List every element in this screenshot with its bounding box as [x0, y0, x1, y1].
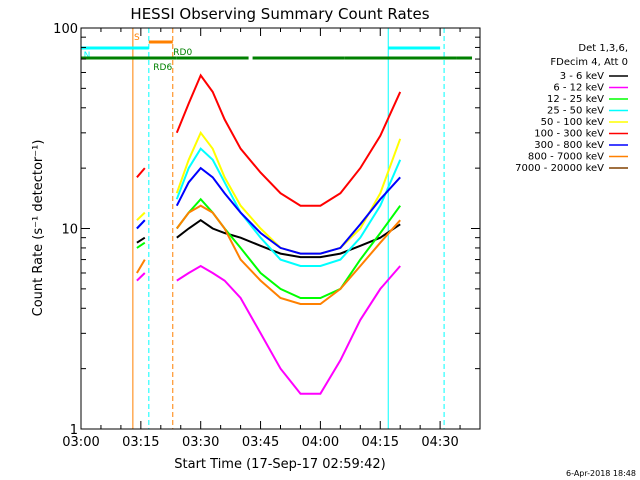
legend-header-1: FDecim 4, Att 0 — [550, 57, 628, 68]
legend-label-2: 12 - 25 keV — [547, 94, 604, 105]
flag-label-rd6: RD6 — [153, 63, 172, 73]
legend-label-3: 25 - 50 keV — [547, 106, 604, 117]
series-line-6 — [136, 166, 401, 255]
flag-label-n: N — [84, 51, 91, 61]
x-axis-label: Start Time (17-Sep-17 02:59:42) — [174, 457, 385, 472]
legend-header-0: Det 1,3,6, — [578, 43, 628, 54]
flag-label-s: S — [134, 33, 140, 43]
flag-label-rd0: RD0 — [173, 48, 192, 58]
y-tick-label-2: 100 — [53, 22, 78, 37]
x-tick-label-5: 04:15 — [362, 435, 399, 450]
x-tick-label-2: 03:30 — [182, 435, 219, 450]
y-tick-label-0: 1 — [70, 423, 78, 438]
legend-label-5: 100 - 300 keV — [534, 129, 604, 140]
x-tick-label-4: 04:00 — [302, 435, 339, 450]
legend-label-7: 800 - 7000 keV — [528, 152, 604, 163]
x-tick-label-0: 03:00 — [62, 435, 99, 450]
axes: 03:00 03:15 03:30 03:45 04:00 04:15 04:30 1 10 10… — [53, 22, 481, 450]
legend-label-0: 3 - 6 keV — [560, 71, 604, 82]
series-line-5 — [136, 73, 402, 207]
legend-label-4: 50 - 100 keV — [541, 117, 605, 128]
chart-title: HESSI Observing Summary Count Rates — [130, 5, 429, 23]
series-line-2 — [136, 197, 402, 299]
series-line-4 — [136, 130, 402, 255]
y-tick-label-1: 10 — [61, 223, 78, 238]
legend-label-6: 300 - 800 keV — [534, 140, 604, 151]
x-tick-label-3: 03:45 — [242, 435, 279, 450]
footer-timestamp: 6-Apr-2018 18:48 — [566, 469, 636, 478]
series-line-1 — [136, 264, 401, 395]
legend-label-8: 7000 - 20000 keV — [515, 163, 604, 174]
y-axis-label: Count Rate (s⁻¹ detector⁻¹) — [31, 140, 46, 317]
x-tick-label-6: 04:30 — [421, 435, 458, 450]
series-line-7 — [136, 204, 401, 305]
legend-label-1: 6 - 12 keV — [553, 83, 604, 94]
x-tick-label-1: 03:15 — [122, 435, 159, 450]
